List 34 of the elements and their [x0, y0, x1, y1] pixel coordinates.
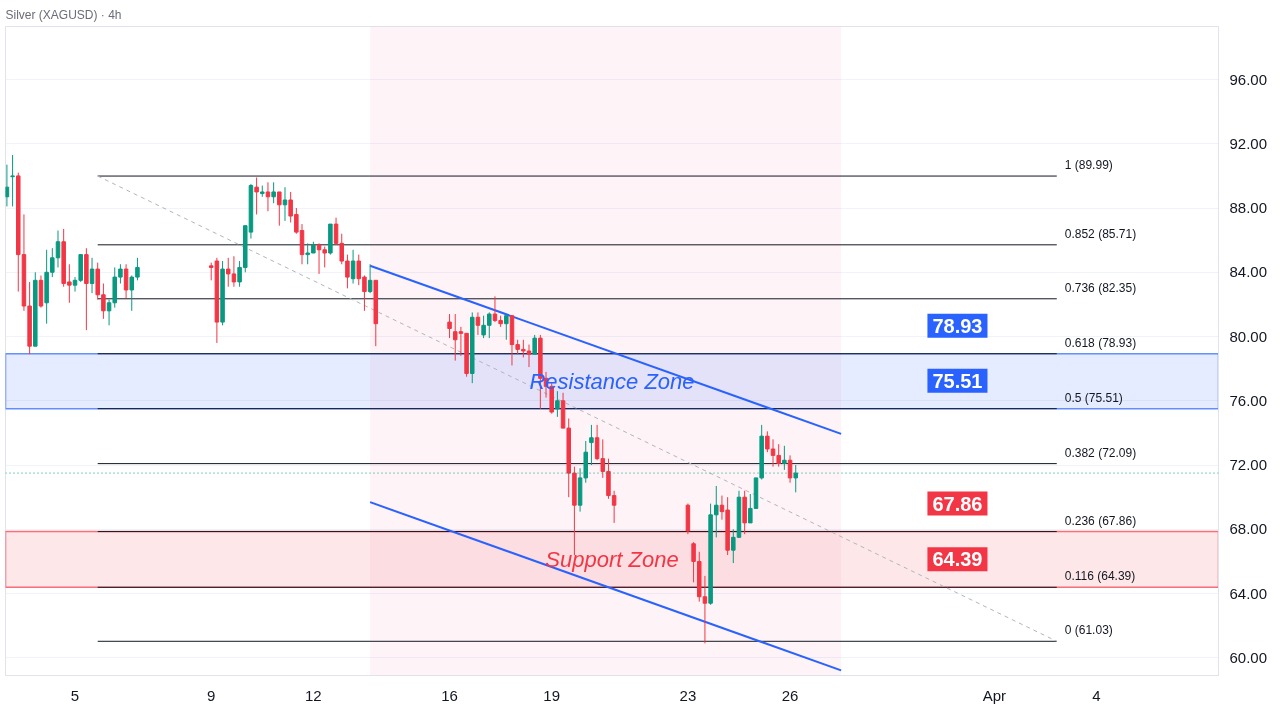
series-label: 0 (61.03)	[1064, 623, 1113, 638]
series-label: 1 (89.99)	[1064, 158, 1113, 173]
y-tick-label: 80.00	[1229, 327, 1268, 345]
x-tick-label: 12	[305, 686, 322, 704]
annotation: 75.51	[932, 369, 983, 392]
series-label: 0.382 (72.09)	[1064, 445, 1137, 460]
chart-title: Silver (XAGUSD) · 4h	[5, 7, 122, 22]
series-label: 0.736 (82.35)	[1064, 280, 1137, 295]
y-tick-label: 68.00	[1229, 520, 1268, 538]
band-label: Support Zone	[545, 546, 679, 572]
y-tick-label: 92.00	[1229, 134, 1268, 152]
x-tick-label: Apr	[982, 686, 1007, 704]
x-tick-label: 19	[543, 686, 561, 704]
y-tick-label: 88.00	[1229, 199, 1268, 217]
y-tick-label: 96.00	[1229, 70, 1268, 88]
y-tick-label: 84.00	[1229, 263, 1268, 281]
series-label: 0.5 (75.51)	[1064, 390, 1123, 405]
x-tick-label: 16	[441, 686, 458, 704]
y-tick-label: 72.00	[1229, 456, 1268, 474]
series-label: 0.852 (85.71)	[1064, 226, 1137, 241]
y-tick-label: 64.00	[1229, 584, 1268, 602]
x-tick-label: 23	[679, 686, 697, 704]
series-label: 0.116 (64.39)	[1064, 569, 1136, 584]
y-tick-label: 76.00	[1229, 391, 1268, 409]
series-label: 0.236 (67.86)	[1064, 513, 1137, 528]
series-label: 0.618 (78.93)	[1064, 335, 1137, 350]
x-tick-label: 5	[70, 686, 80, 704]
annotation: 78.93	[932, 314, 983, 337]
x-tick-label: 9	[207, 686, 216, 704]
y-tick-label: 60.00	[1229, 648, 1268, 666]
annotation: 64.39	[932, 548, 983, 571]
x-tick-label: 4	[1092, 686, 1101, 704]
x-tick-label: 26	[781, 686, 799, 704]
annotation: 67.86	[932, 492, 983, 515]
